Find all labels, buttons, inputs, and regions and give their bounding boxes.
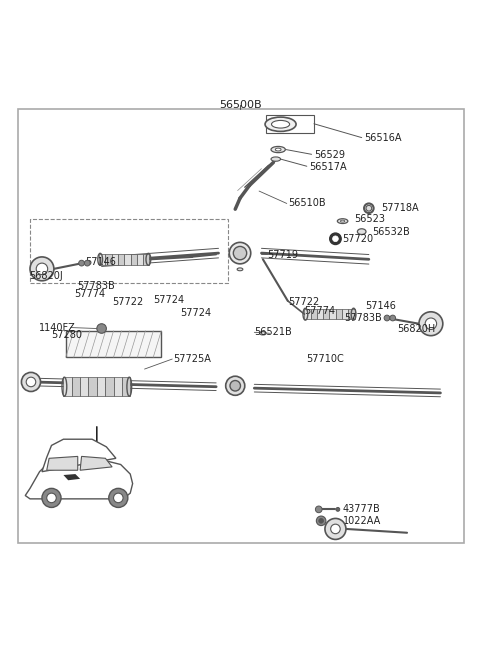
Bar [137, 254, 143, 265]
Circle shape [84, 260, 90, 266]
Text: 57774: 57774 [304, 306, 336, 316]
Circle shape [331, 524, 340, 533]
Circle shape [336, 507, 340, 511]
Circle shape [425, 318, 437, 329]
Bar [88, 377, 97, 396]
Bar [106, 254, 112, 265]
Bar [114, 377, 122, 396]
Bar [124, 254, 131, 265]
Text: 57280: 57280 [51, 330, 83, 340]
Polygon shape [47, 457, 78, 470]
Ellipse shape [337, 219, 348, 223]
Circle shape [325, 518, 346, 539]
Bar [105, 377, 114, 396]
Bar [329, 309, 336, 319]
Circle shape [316, 516, 326, 526]
Bar [66, 331, 161, 357]
Bar [72, 377, 80, 396]
Bar [143, 254, 149, 265]
Ellipse shape [265, 117, 296, 131]
Circle shape [30, 257, 54, 281]
Circle shape [42, 488, 61, 507]
Bar [122, 377, 130, 396]
Ellipse shape [230, 380, 240, 391]
Ellipse shape [272, 120, 289, 128]
Circle shape [47, 493, 56, 503]
Text: 56529: 56529 [314, 150, 345, 160]
Ellipse shape [358, 229, 366, 235]
Bar [97, 377, 105, 396]
Text: 43777B: 43777B [343, 505, 380, 514]
Bar [30, 219, 228, 283]
Text: 56532B: 56532B [372, 227, 410, 237]
Circle shape [419, 312, 443, 336]
Ellipse shape [366, 206, 372, 211]
Bar [323, 309, 329, 319]
Polygon shape [80, 457, 112, 470]
Text: 57710C: 57710C [306, 354, 344, 364]
Ellipse shape [271, 147, 285, 152]
Circle shape [384, 315, 390, 321]
Bar [336, 309, 342, 319]
Bar [63, 377, 72, 396]
Bar [304, 309, 311, 319]
Circle shape [26, 377, 36, 387]
Text: 56516A: 56516A [364, 133, 402, 143]
Text: 57783B: 57783B [77, 281, 115, 290]
Circle shape [109, 488, 128, 507]
Circle shape [319, 518, 324, 523]
Circle shape [114, 493, 123, 503]
Circle shape [330, 233, 341, 244]
Text: 57718A: 57718A [381, 203, 419, 214]
Circle shape [22, 373, 40, 392]
Text: 57146: 57146 [365, 301, 396, 311]
Polygon shape [63, 474, 80, 480]
Ellipse shape [226, 376, 245, 396]
Circle shape [36, 263, 48, 275]
Text: 56500B: 56500B [219, 101, 261, 110]
Text: 57725A: 57725A [173, 353, 211, 363]
Ellipse shape [229, 242, 251, 264]
Ellipse shape [340, 220, 345, 222]
Text: 57774: 57774 [74, 288, 105, 299]
Ellipse shape [233, 246, 247, 260]
Text: 56523: 56523 [355, 214, 385, 224]
Text: 1022AA: 1022AA [343, 516, 381, 526]
Bar [99, 254, 106, 265]
Text: 57783B: 57783B [344, 313, 382, 323]
Text: 57724: 57724 [153, 295, 184, 305]
Bar [317, 309, 323, 319]
Circle shape [390, 315, 396, 321]
Circle shape [333, 236, 338, 242]
Circle shape [97, 324, 107, 333]
Ellipse shape [260, 332, 266, 335]
Text: 57722: 57722 [112, 297, 144, 307]
Text: 57719: 57719 [268, 250, 299, 260]
Text: 57720: 57720 [343, 234, 374, 244]
Ellipse shape [276, 148, 281, 151]
Text: 56820J: 56820J [29, 271, 63, 281]
Text: 57724: 57724 [180, 307, 212, 318]
Circle shape [79, 260, 84, 266]
Bar [342, 309, 348, 319]
Bar [118, 254, 124, 265]
Text: 56517A: 56517A [309, 162, 347, 172]
Polygon shape [42, 440, 116, 472]
Ellipse shape [271, 157, 281, 161]
Text: 56820H: 56820H [397, 325, 436, 334]
Polygon shape [25, 459, 132, 499]
Bar [311, 309, 317, 319]
Text: 56510B: 56510B [288, 198, 325, 208]
Circle shape [315, 506, 322, 512]
Ellipse shape [237, 268, 243, 271]
Text: 57146: 57146 [85, 257, 116, 267]
Bar [348, 309, 355, 319]
Text: 1140FZ: 1140FZ [38, 323, 75, 332]
Bar [112, 254, 118, 265]
Text: 56521B: 56521B [254, 327, 292, 337]
Text: 57722: 57722 [288, 297, 319, 307]
Bar [131, 254, 137, 265]
Bar [266, 115, 314, 133]
Bar [80, 377, 88, 396]
